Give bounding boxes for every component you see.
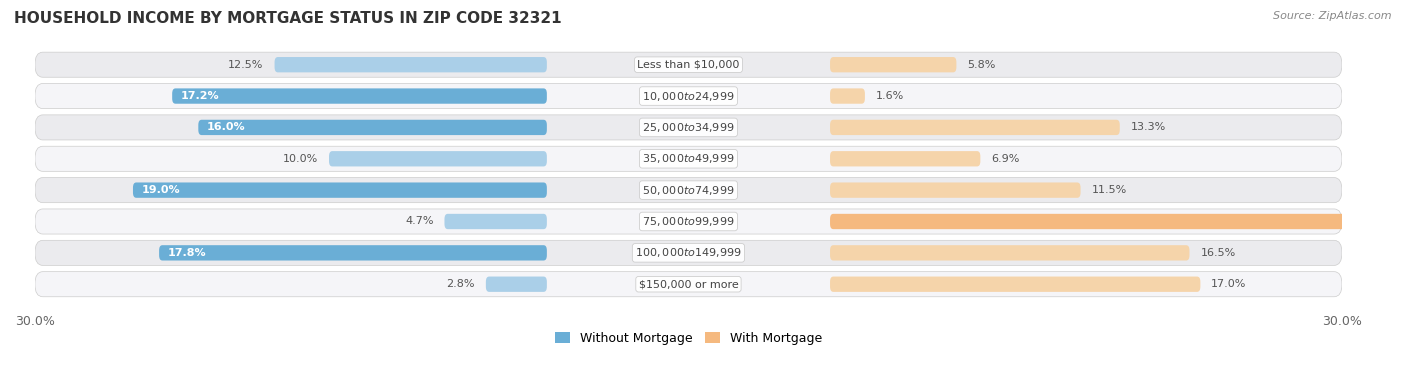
Text: 5.8%: 5.8%	[967, 60, 995, 70]
Legend: Without Mortgage, With Mortgage: Without Mortgage, With Mortgage	[550, 327, 827, 350]
FancyBboxPatch shape	[35, 52, 1341, 77]
Text: 17.8%: 17.8%	[167, 248, 207, 258]
FancyBboxPatch shape	[830, 88, 865, 104]
FancyBboxPatch shape	[172, 88, 547, 104]
Text: 12.5%: 12.5%	[228, 60, 264, 70]
Text: 26.6%: 26.6%	[1362, 217, 1400, 226]
Text: 6.9%: 6.9%	[991, 154, 1019, 164]
Text: HOUSEHOLD INCOME BY MORTGAGE STATUS IN ZIP CODE 32321: HOUSEHOLD INCOME BY MORTGAGE STATUS IN Z…	[14, 11, 561, 26]
Text: 16.0%: 16.0%	[207, 122, 246, 132]
Text: 17.0%: 17.0%	[1211, 279, 1247, 289]
FancyBboxPatch shape	[830, 214, 1406, 229]
FancyBboxPatch shape	[830, 120, 1119, 135]
FancyBboxPatch shape	[830, 245, 1189, 260]
FancyBboxPatch shape	[198, 120, 547, 135]
FancyBboxPatch shape	[159, 245, 547, 260]
Text: $10,000 to $24,999: $10,000 to $24,999	[643, 90, 735, 102]
FancyBboxPatch shape	[830, 277, 1201, 292]
FancyBboxPatch shape	[444, 214, 547, 229]
Text: $100,000 to $149,999: $100,000 to $149,999	[636, 246, 742, 259]
Text: Less than $10,000: Less than $10,000	[637, 60, 740, 70]
FancyBboxPatch shape	[35, 240, 1341, 265]
Text: 10.0%: 10.0%	[283, 154, 318, 164]
FancyBboxPatch shape	[274, 57, 547, 72]
FancyBboxPatch shape	[134, 183, 547, 198]
Text: $35,000 to $49,999: $35,000 to $49,999	[643, 152, 735, 165]
Text: 2.8%: 2.8%	[447, 279, 475, 289]
Text: $25,000 to $34,999: $25,000 to $34,999	[643, 121, 735, 134]
Text: 17.2%: 17.2%	[181, 91, 219, 101]
FancyBboxPatch shape	[486, 277, 547, 292]
Text: 1.6%: 1.6%	[876, 91, 904, 101]
FancyBboxPatch shape	[830, 57, 956, 72]
Text: 13.3%: 13.3%	[1130, 122, 1166, 132]
Text: $75,000 to $99,999: $75,000 to $99,999	[643, 215, 735, 228]
Text: 4.7%: 4.7%	[405, 217, 433, 226]
FancyBboxPatch shape	[830, 151, 980, 166]
Text: $150,000 or more: $150,000 or more	[638, 279, 738, 289]
FancyBboxPatch shape	[35, 146, 1341, 171]
FancyBboxPatch shape	[35, 84, 1341, 108]
FancyBboxPatch shape	[329, 151, 547, 166]
Text: $50,000 to $74,999: $50,000 to $74,999	[643, 184, 735, 197]
FancyBboxPatch shape	[830, 183, 1081, 198]
Text: Source: ZipAtlas.com: Source: ZipAtlas.com	[1274, 11, 1392, 21]
FancyBboxPatch shape	[35, 209, 1341, 234]
FancyBboxPatch shape	[35, 115, 1341, 140]
FancyBboxPatch shape	[35, 178, 1341, 203]
Text: 16.5%: 16.5%	[1201, 248, 1236, 258]
Text: 11.5%: 11.5%	[1091, 185, 1126, 195]
Text: 19.0%: 19.0%	[142, 185, 180, 195]
FancyBboxPatch shape	[35, 272, 1341, 297]
